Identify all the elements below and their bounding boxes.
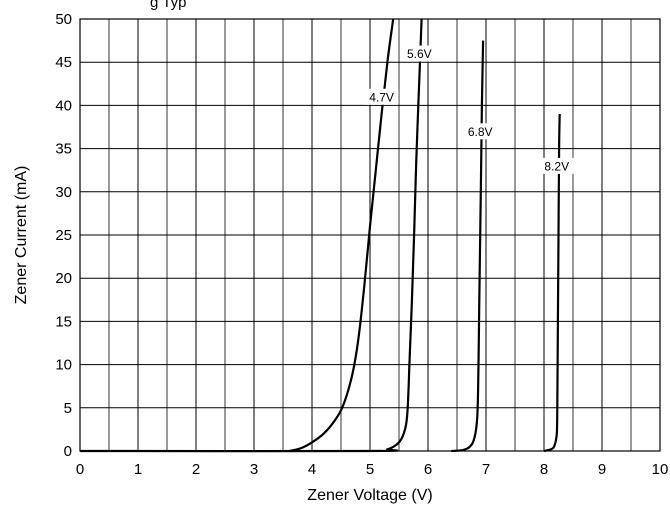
x-axis-title: Zener Voltage (V)	[307, 487, 432, 504]
y-tick-label: 35	[55, 141, 72, 158]
curve-4-7v	[288, 18, 395, 453]
x-tick-label: 3	[250, 461, 258, 478]
y-tick-label: 50	[55, 11, 72, 28]
x-tick-label: 6	[424, 461, 432, 478]
curve-6-8v	[451, 40, 485, 453]
y-tick-label: 25	[55, 227, 72, 244]
curve-label-bg	[463, 123, 498, 140]
curve-labels: 4.7V 5.6V 6.8V 8.2V	[364, 45, 574, 174]
x-tick-label: 2	[192, 461, 200, 478]
x-tick-label: 8	[540, 461, 548, 478]
y-tick-label: 0	[64, 443, 72, 460]
curve-5-6v	[79, 18, 423, 453]
y-tick-label: 40	[55, 97, 72, 114]
y-tick-label: 45	[55, 54, 72, 71]
x-tick-label: 9	[598, 461, 606, 478]
curve-label-bg	[364, 88, 399, 105]
x-tick-label: 7	[482, 461, 490, 478]
curve-label-bg	[402, 45, 437, 62]
y-tick-label: 10	[55, 357, 72, 374]
y-tick-label: 20	[55, 270, 72, 287]
x-tick-label: 5	[366, 461, 374, 478]
chart-title-fragment: g Typ	[150, 0, 186, 11]
x-tick-label: 10	[652, 461, 669, 478]
y-tick-label: 15	[55, 313, 72, 330]
curve-label-5-6v: 5.6V	[407, 47, 432, 61]
x-tick-label: 0	[76, 461, 84, 478]
x-tick-label: 1	[134, 461, 142, 478]
y-tick-label: 5	[64, 400, 72, 417]
curve-label-4-7v: 4.7V	[369, 90, 394, 104]
y-tick-label: 30	[55, 184, 72, 201]
x-tick-label: 4	[308, 461, 316, 478]
curve-label-bg	[539, 157, 574, 174]
curve-label-8-2v: 8.2V	[544, 159, 569, 173]
curve-label-6-8v: 6.8V	[468, 125, 493, 139]
grid	[79, 18, 661, 452]
y-axis-title: Zener Current (mA)	[13, 166, 30, 305]
